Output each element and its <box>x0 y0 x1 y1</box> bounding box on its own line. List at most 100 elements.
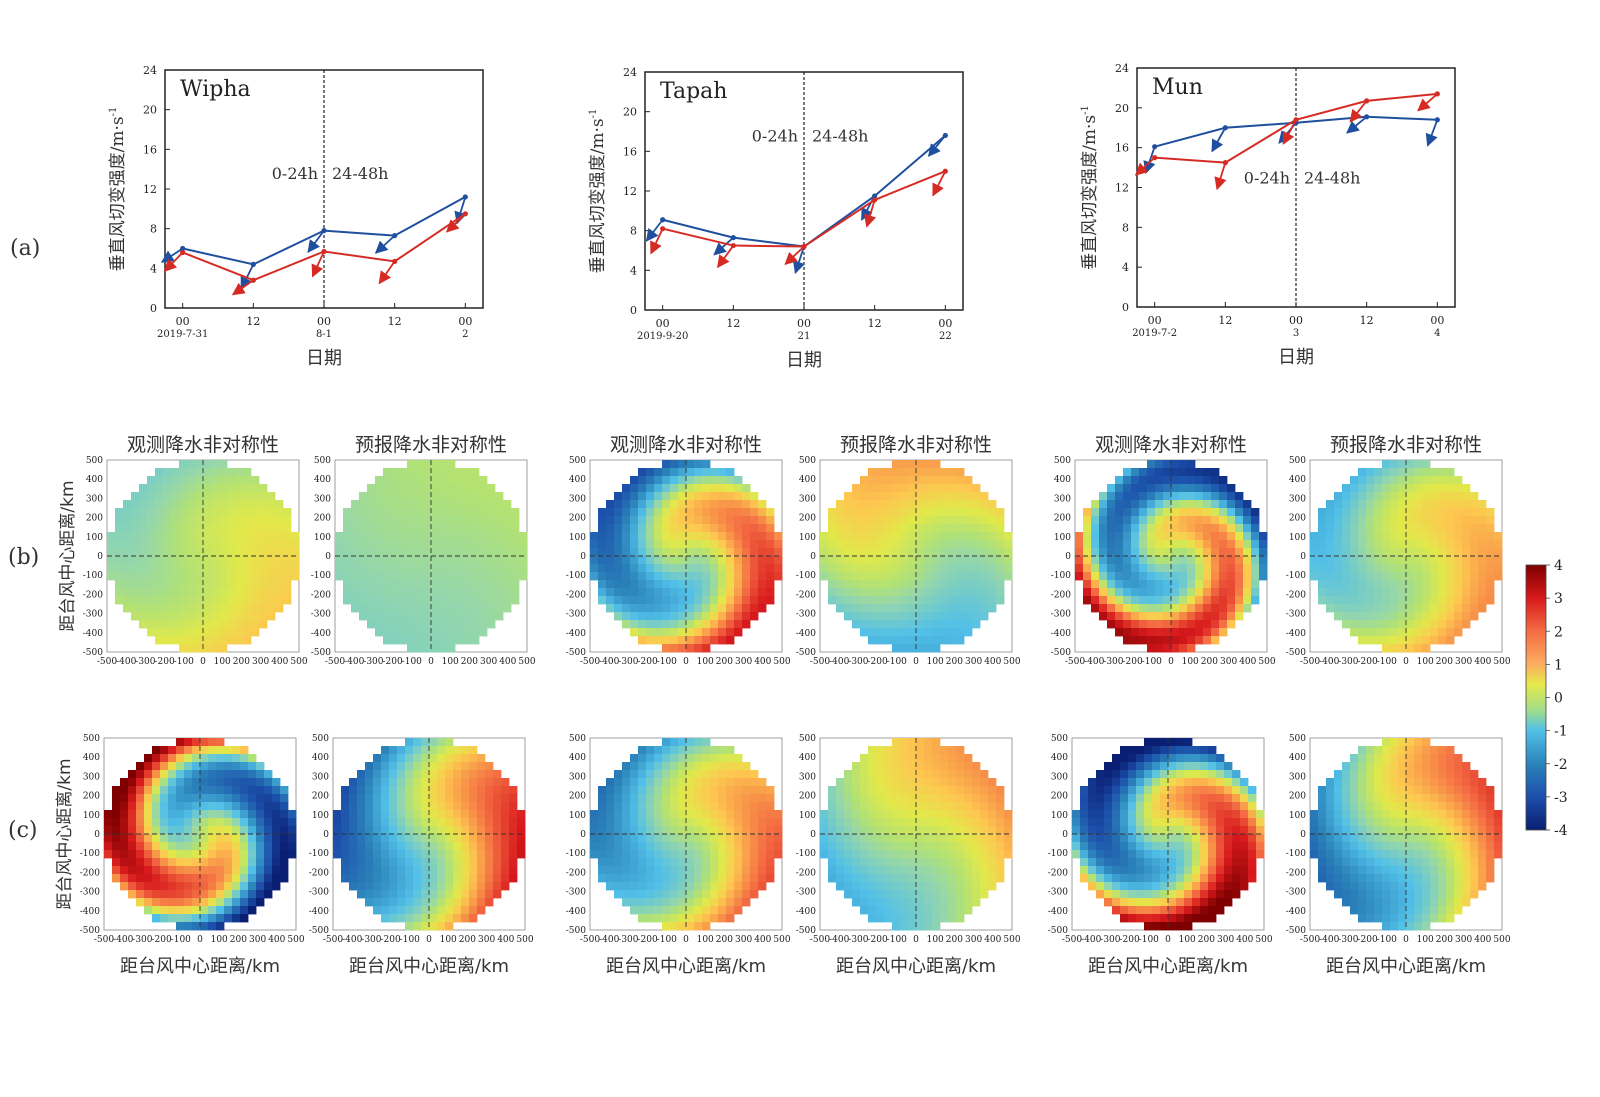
y-tick-label: 300 <box>312 772 329 782</box>
y-tick-label: 300 <box>569 494 586 504</box>
x-tick-label: 300 <box>1220 657 1237 667</box>
row-label-c: (c) <box>8 818 38 843</box>
y-tick-label: 300 <box>1054 494 1071 504</box>
x-tick-label: 00 <box>1289 314 1303 327</box>
x-tick-label: -500 <box>1065 657 1085 667</box>
shear-arrow-red <box>1214 162 1227 191</box>
x-tick-label: 00 <box>797 317 811 330</box>
x-tick-label: 0 <box>683 657 689 667</box>
y-tick-label: 0 <box>150 302 157 315</box>
x-tick-label: 100 <box>697 935 714 945</box>
x-tick-label: 0 <box>683 935 689 945</box>
x-tick-label: 300 <box>1455 657 1472 667</box>
y-tick-label: 300 <box>1051 772 1068 782</box>
y-tick-label: 400 <box>569 475 586 485</box>
y-tick-label: -400 <box>309 907 329 917</box>
y-tick-label: 500 <box>1289 734 1306 744</box>
y-tick-label: -100 <box>80 849 100 859</box>
x-tick-label: 200 <box>1198 935 1215 945</box>
y-tick-label: 200 <box>1289 792 1306 802</box>
y-tick-label: -300 <box>796 610 816 620</box>
x-tick-label: 100 <box>211 935 228 945</box>
x-tick-label: 200 <box>1436 935 1453 945</box>
x-tick-label: 500 <box>1003 935 1020 945</box>
y-tick-label: -400 <box>83 629 103 639</box>
asymmetry-panel-b-4: -500-500-400-400-300-300-200-200-100-100… <box>796 434 1021 667</box>
y-tick-label: 500 <box>1051 734 1068 744</box>
y-tick-label: -200 <box>796 868 816 878</box>
x-axis-title: 距台风中心距离/km <box>1326 956 1486 977</box>
x-tick-label: -300 <box>363 657 383 667</box>
y-tick-label: -300 <box>1286 888 1306 898</box>
x-tick-label: 300 <box>478 935 495 945</box>
x-tick-label: 300 <box>1455 935 1472 945</box>
asymmetry-heatmaps: -500-500-400-400-300-300-200-200-100-100… <box>55 434 1511 977</box>
y-tick-label: 500 <box>799 734 816 744</box>
shear-arrow-blue <box>307 230 325 253</box>
x-tick-label: 200 <box>233 657 250 667</box>
colorbar-tick-label: -2 <box>1554 757 1568 773</box>
y-tick-label: -500 <box>566 648 586 658</box>
x-axis-title: 距台风中心距离/km <box>349 956 509 977</box>
chart-title: Mun <box>1152 75 1203 100</box>
period-label-first: 0-24h <box>752 126 798 145</box>
y-tick-label: 300 <box>86 494 103 504</box>
y-tick-label: -500 <box>80 926 100 936</box>
x-tick-label: 500 <box>1255 935 1272 945</box>
shear-arrow-red <box>311 251 325 278</box>
x-tick-label: 200 <box>461 657 478 667</box>
y-tick-label: -100 <box>309 849 329 859</box>
y-tick-label: 200 <box>569 514 586 524</box>
y-tick-label: -200 <box>566 868 586 878</box>
x-date-label: 22 <box>939 331 952 342</box>
x-tick-label: 12 <box>1218 314 1232 327</box>
asymmetry-panel-b-3: -500-500-400-400-300-300-200-200-100-100… <box>566 434 791 667</box>
x-tick-label: 12 <box>726 317 740 330</box>
y-tick-label: 20 <box>143 104 157 117</box>
y-tick-label: 400 <box>1054 475 1071 485</box>
y-tick-label: 24 <box>1115 62 1129 75</box>
x-axis-title: 日期 <box>306 348 342 369</box>
y-tick-label: 0 <box>1300 830 1306 840</box>
x-tick-label: 100 <box>214 657 231 667</box>
y-tick-label: 300 <box>1289 772 1306 782</box>
y-tick-label: -400 <box>311 629 331 639</box>
x-tick-label: 200 <box>230 935 247 945</box>
x-tick-label: -100 <box>1139 935 1159 945</box>
colorbar-tick-label: 1 <box>1554 657 1563 673</box>
x-tick-label: 100 <box>927 935 944 945</box>
x-tick-label: -100 <box>887 657 907 667</box>
period-label-first: 0-24h <box>1244 169 1290 188</box>
y-tick-label: 20 <box>1115 102 1129 115</box>
y-tick-label: -200 <box>1051 590 1071 600</box>
x-tick-label: 300 <box>249 935 266 945</box>
x-tick-label: 0 <box>1403 935 1409 945</box>
x-tick-label: -300 <box>618 657 638 667</box>
x-tick-label: 300 <box>735 935 752 945</box>
x-tick-label: 0 <box>428 657 434 667</box>
x-tick-label: 0 <box>1403 657 1409 667</box>
x-tick-label: -200 <box>637 935 657 945</box>
y-tick-label: -300 <box>796 888 816 898</box>
y-tick-label: 0 <box>1300 552 1306 562</box>
row-label-b: (b) <box>8 545 40 570</box>
y-tick-label: -500 <box>311 648 331 658</box>
x-tick-label: 100 <box>1417 657 1434 667</box>
y-tick-label: 100 <box>1289 533 1306 543</box>
y-tick-label: 16 <box>143 143 157 156</box>
y-axis-title: 距台风中心距离/km <box>58 480 78 631</box>
y-tick-label: 200 <box>83 792 100 802</box>
x-tick-label: -500 <box>810 935 830 945</box>
y-tick-label: -100 <box>311 571 331 581</box>
y-tick-label: -100 <box>796 571 816 581</box>
x-tick-label: -500 <box>580 935 600 945</box>
y-tick-label: 24 <box>143 64 157 77</box>
period-label-second: 24-48h <box>1304 169 1360 188</box>
y-tick-label: 500 <box>314 456 331 466</box>
y-tick-label: -500 <box>796 926 816 936</box>
x-tick-label: -200 <box>1122 657 1142 667</box>
x-tick-label: -200 <box>154 657 174 667</box>
shear-arrow-blue <box>374 234 396 254</box>
